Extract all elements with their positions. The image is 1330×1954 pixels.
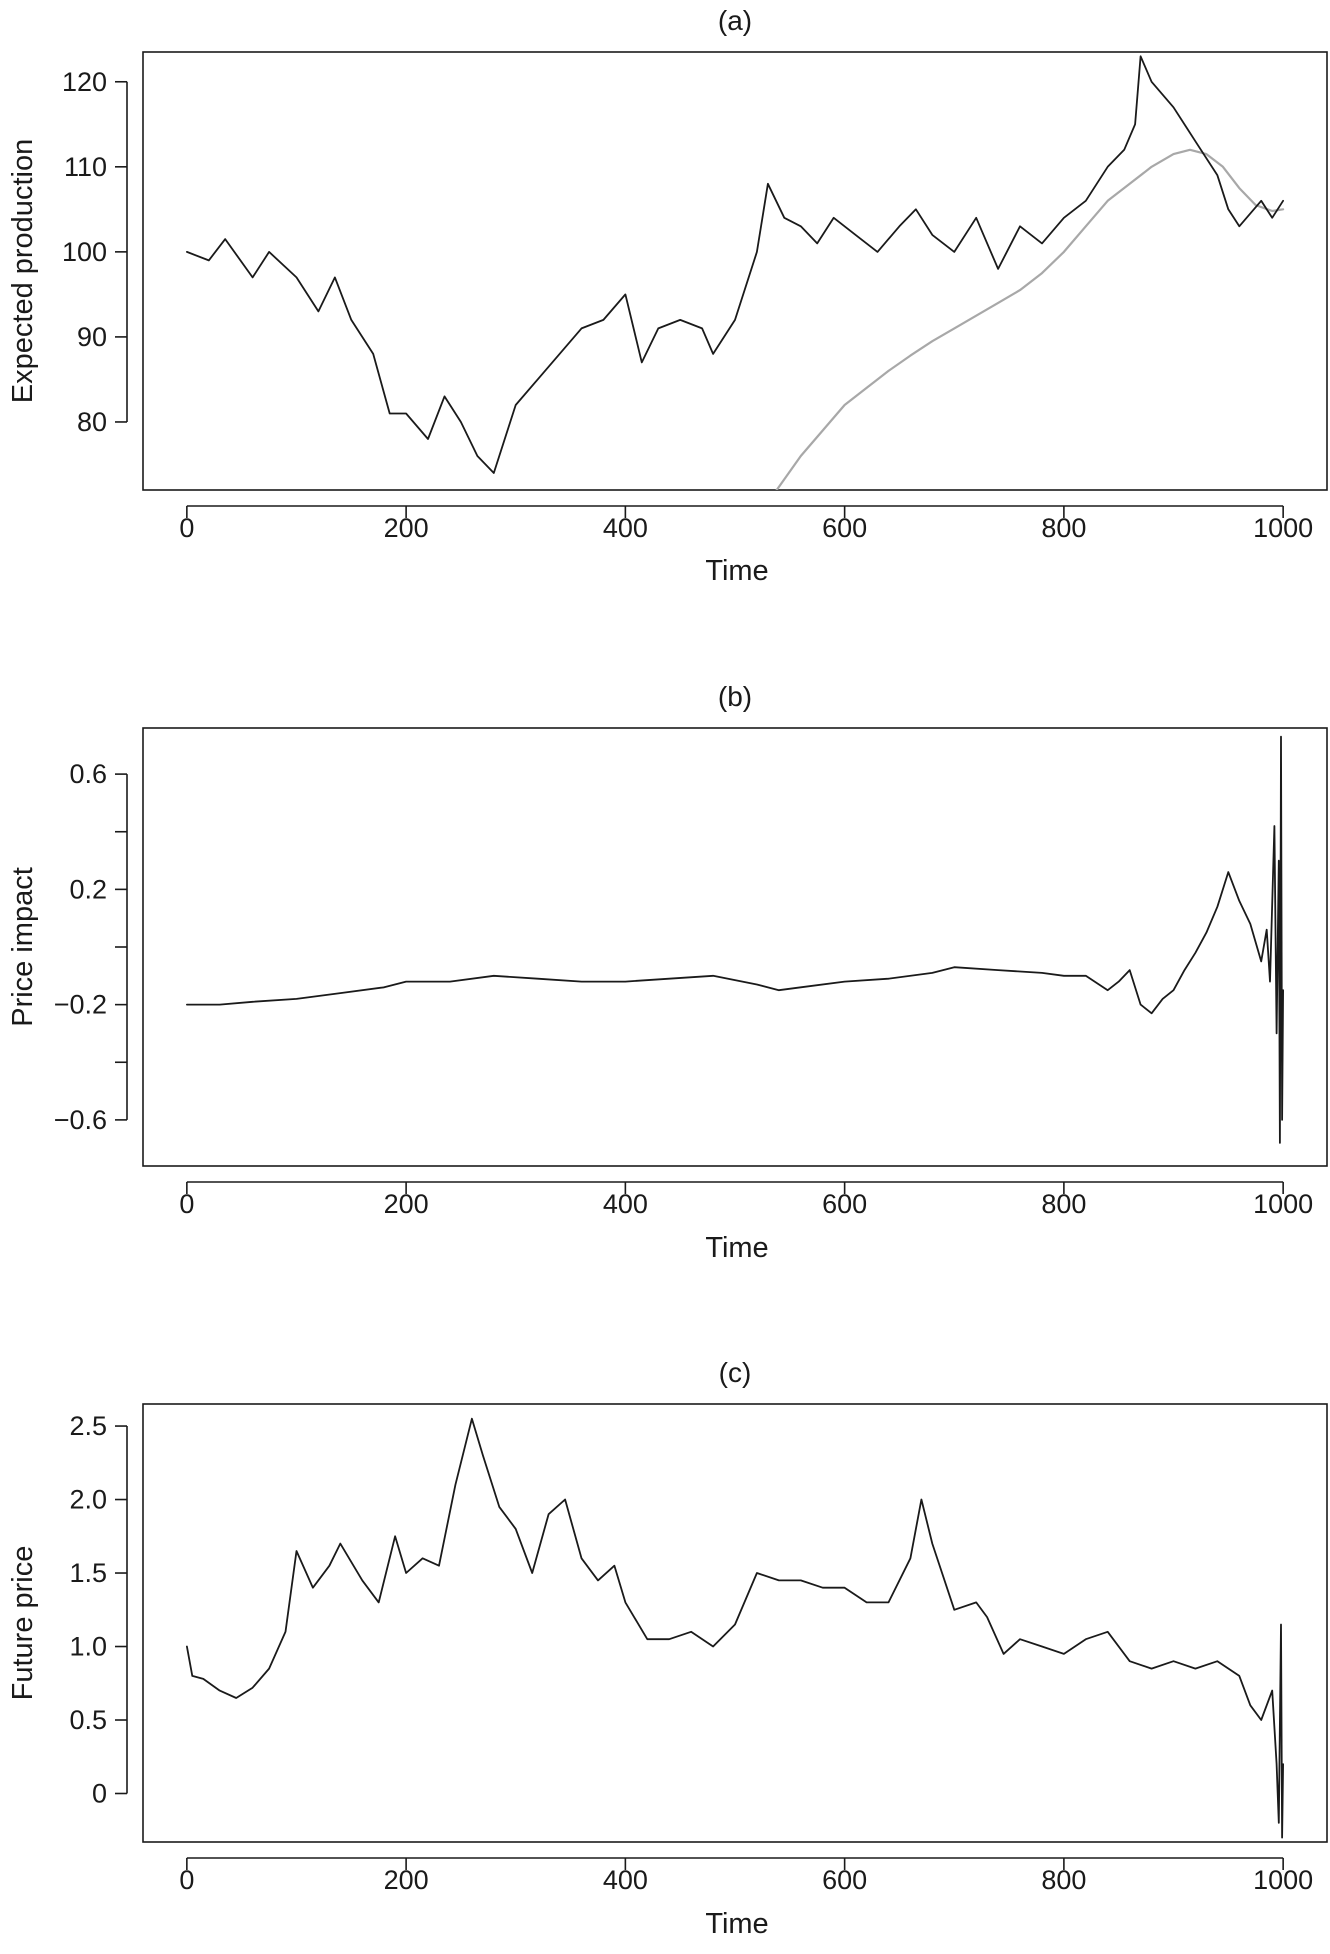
x-tick-label: 1000 <box>1253 1189 1313 1219</box>
y-axis-label: Expected production <box>7 139 39 403</box>
y-tick-label: 2.5 <box>69 1411 107 1441</box>
y-tick-label: 0.6 <box>69 759 107 789</box>
series-line-1 <box>186 1417 1284 1839</box>
x-tick-label: 800 <box>1041 513 1086 543</box>
x-tick-label: 600 <box>822 1189 867 1219</box>
y-tick-label: 110 <box>64 152 107 182</box>
y-tick-label: 120 <box>62 67 107 97</box>
y-tick-label: 80 <box>77 407 107 437</box>
y-tick-label: −0.6 <box>54 1105 107 1135</box>
plot-frame <box>142 1403 1328 1843</box>
chart-panel-a: (a) 0 200 400 600 800 1000 Time 80 90 100 110 120 Exp… <box>7 5 1328 587</box>
x-tick-label: 1000 <box>1253 1865 1313 1895</box>
x-tick-label: 200 <box>384 1189 429 1219</box>
x-axis-label: Time <box>705 1232 768 1264</box>
series-line-2 <box>775 148 1285 490</box>
x-tick-label: 200 <box>384 513 429 543</box>
x-tick-label: 0 <box>179 513 194 543</box>
x-tick-label: 600 <box>822 1865 867 1895</box>
y-tick-label: 1.5 <box>69 1558 107 1588</box>
y-tick-label: −0.2 <box>54 990 107 1020</box>
y-axis-label: Price impact <box>7 867 39 1027</box>
y-axis-label: Future price <box>7 1546 39 1701</box>
x-tick-label: 200 <box>384 1865 429 1895</box>
series-line-1 <box>186 735 1284 1144</box>
y-tick-label: 1.0 <box>69 1632 107 1662</box>
x-axis-label: Time <box>705 555 768 587</box>
x-tick-label: 400 <box>603 513 648 543</box>
x-tick-label: 0 <box>179 1865 194 1895</box>
chart-panel-b: (b) 0 200 400 600 800 1000 Time −0.6 −0.2 0.2 0.6 Pr… <box>7 681 1328 1264</box>
y-tick-label: 0.2 <box>69 874 107 904</box>
x-tick-label: 400 <box>603 1865 648 1895</box>
chart-title: (a) <box>718 5 752 36</box>
chart-title: (b) <box>718 681 752 712</box>
x-tick-label: 600 <box>822 513 867 543</box>
plot-frame <box>142 727 1328 1167</box>
y-tick-label: 0 <box>92 1778 107 1808</box>
y-tick-label: 100 <box>62 237 107 267</box>
x-axis-label: Time <box>705 1908 768 1940</box>
y-tick-label: 2.0 <box>69 1485 107 1515</box>
series-line-1 <box>186 55 1284 474</box>
x-tick-label: 1000 <box>1253 513 1313 543</box>
x-tick-label: 800 <box>1041 1865 1086 1895</box>
x-tick-label: 0 <box>179 1189 194 1219</box>
plot-frame <box>142 51 1328 491</box>
chart-panel-c: (c) 0 200 400 600 800 1000 Time 0 0.5 1.0 1.5 2.0 2.5… <box>7 1357 1328 1940</box>
x-tick-label: 800 <box>1041 1189 1086 1219</box>
chart-title: (c) <box>719 1357 752 1388</box>
y-tick-label: 90 <box>77 322 107 352</box>
y-tick-label: 0.5 <box>69 1705 107 1735</box>
x-tick-label: 400 <box>603 1189 648 1219</box>
